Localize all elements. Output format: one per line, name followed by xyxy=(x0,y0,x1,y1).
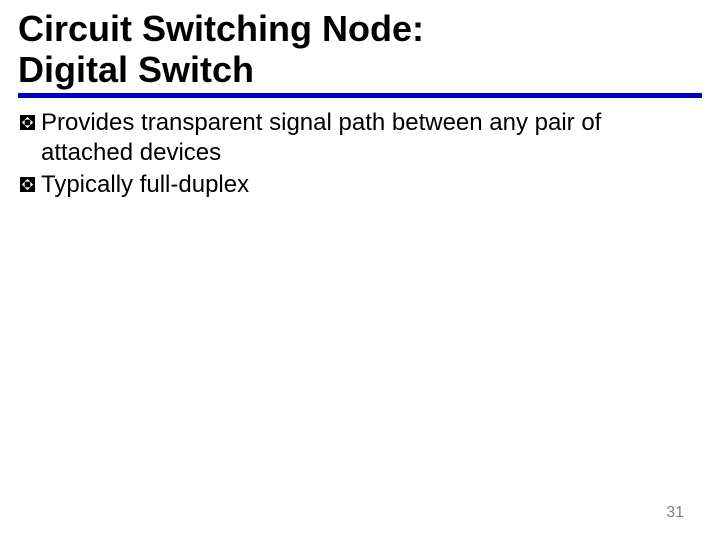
bullet-text: Typically full-duplex xyxy=(41,170,249,200)
bullet-text: Provides transparent signal path between… xyxy=(41,108,637,168)
title-divider xyxy=(18,93,702,98)
bullet-icon xyxy=(20,115,35,135)
bullet-icon xyxy=(20,177,35,197)
slide-container: Circuit Switching Node: Digital Switch P… xyxy=(0,0,720,540)
list-item: Typically full-duplex xyxy=(20,170,702,200)
title-line-1: Circuit Switching Node: xyxy=(18,8,702,49)
title-line-2: Digital Switch xyxy=(18,49,702,90)
slide-title: Circuit Switching Node: Digital Switch xyxy=(18,8,702,91)
bullet-list: Provides transparent signal path between… xyxy=(18,108,702,200)
list-item: Provides transparent signal path between… xyxy=(20,108,702,168)
page-number: 31 xyxy=(666,504,684,522)
